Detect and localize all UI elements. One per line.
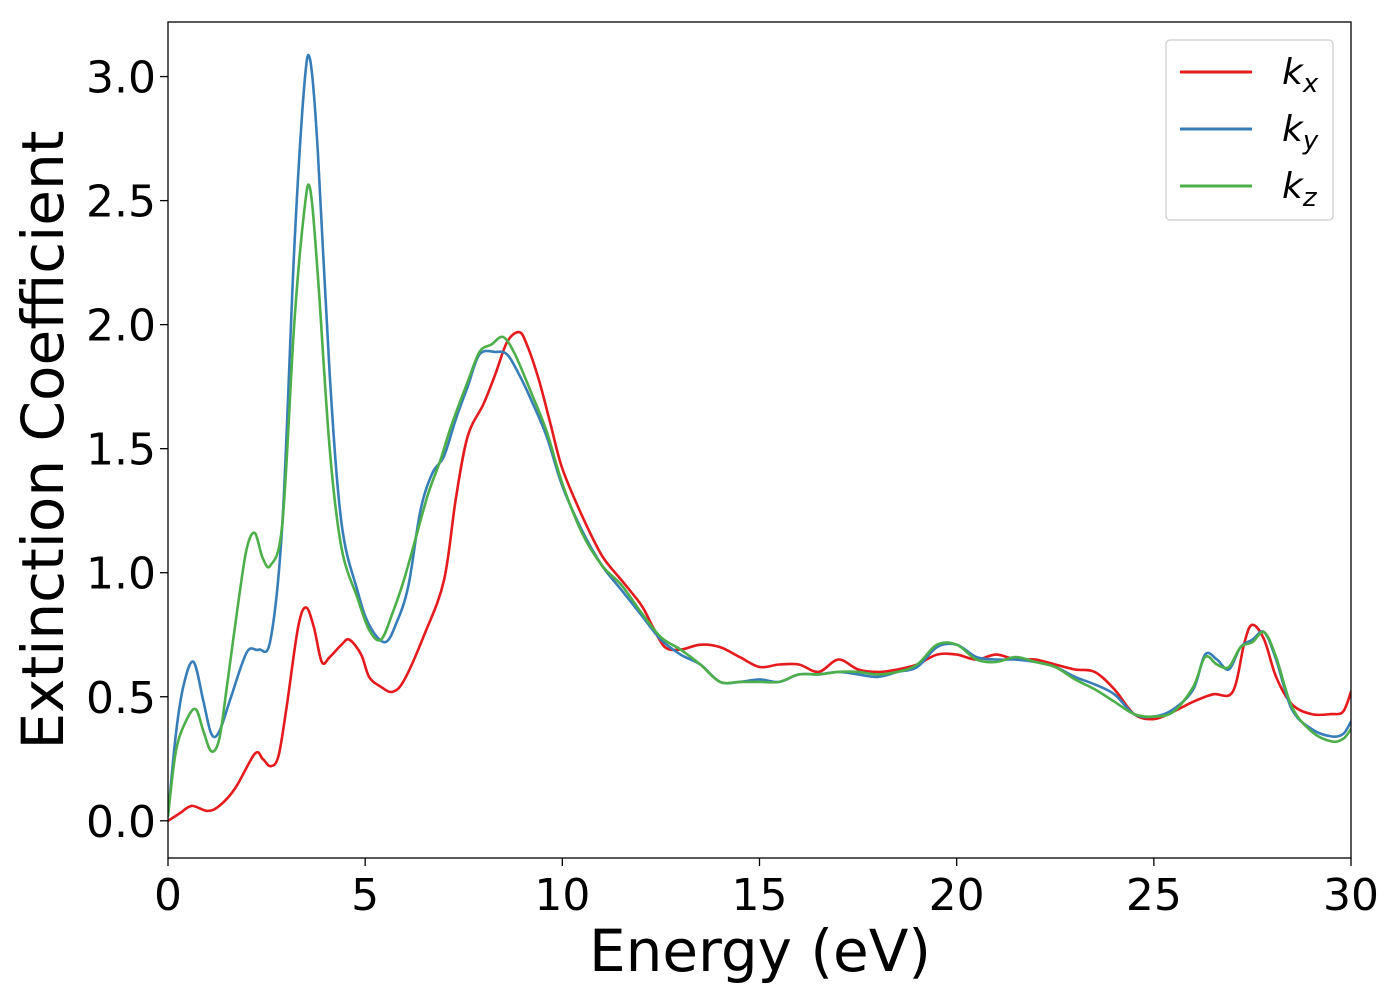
x-axis: 0 5 10 15 20 25 30 bbox=[154, 858, 1379, 921]
x-tick-label: 0 bbox=[154, 870, 182, 921]
y-tick-label: 0.0 bbox=[86, 797, 156, 848]
y-tick-label: 0.5 bbox=[86, 673, 156, 724]
legend-label-ky: ky bbox=[1282, 109, 1319, 156]
legend-label-kz: kz bbox=[1282, 166, 1318, 213]
y-tick-label: 2.5 bbox=[86, 177, 156, 228]
x-tick-label: 5 bbox=[351, 870, 379, 921]
series-line-kz bbox=[168, 183, 1351, 818]
x-tick-label: 15 bbox=[732, 870, 788, 921]
series-layer bbox=[168, 53, 1351, 823]
legend: kx ky kz bbox=[1165, 39, 1334, 221]
x-axis-title: Energy (eV) bbox=[589, 917, 931, 985]
y-tick-label: 3.0 bbox=[86, 53, 156, 104]
legend-items: kx ky kz bbox=[1180, 52, 1319, 213]
y-axis: 0.0 0.5 1.0 1.5 2.0 2.5 3.0 bbox=[86, 53, 168, 848]
series-line-kx bbox=[168, 330, 1351, 823]
y-tick-label: 1.5 bbox=[86, 425, 156, 476]
y-axis-title: Extinction Coefficient bbox=[9, 131, 77, 750]
y-tick-label: 2.0 bbox=[86, 301, 156, 352]
x-tick-label: 30 bbox=[1323, 870, 1379, 921]
x-tick-label: 25 bbox=[1126, 870, 1182, 921]
x-tick-label: 20 bbox=[929, 870, 985, 921]
x-tick-label: 10 bbox=[534, 870, 590, 921]
y-tick-label: 1.0 bbox=[86, 549, 156, 600]
legend-label-kx: kx bbox=[1282, 52, 1319, 99]
